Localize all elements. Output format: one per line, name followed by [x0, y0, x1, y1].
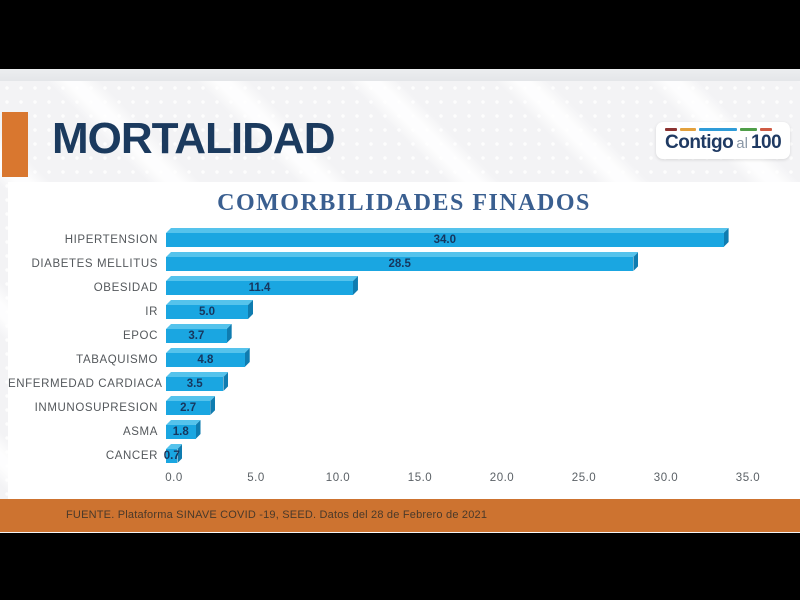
x-tick-label: 25.0 [571, 472, 597, 484]
bar-track: 4.8 [166, 353, 766, 367]
logo-dash-yellow [680, 127, 696, 131]
category-label: DIABETES MELLITUS [31, 258, 158, 270]
bar-value-label: 3.5 [186, 378, 203, 390]
category-label: EPOC [123, 330, 158, 342]
bar-chart: HIPERTENSION 34.0 DIABETES MELLITUS 28.5 OBE… [8, 228, 766, 468]
bar-track: 11.4 [166, 281, 766, 295]
logo-dash-red [760, 127, 772, 131]
source-band: FUENTE. Plataforma SINAVE COVID -19, SEE… [0, 499, 800, 532]
bar [166, 377, 224, 391]
category-label: INMUNOSUPRESION [34, 402, 158, 414]
x-tick-label: 5.0 [247, 472, 265, 484]
logo-text: Contigo al 100 [665, 132, 782, 154]
logo-dash-green [740, 127, 757, 131]
logo-dash-blue [699, 127, 737, 131]
source-text: FUENTE. Plataforma SINAVE COVID -19, SEE… [66, 509, 488, 521]
x-tick-label: 15.0 [407, 472, 433, 484]
x-tick-label: 30.0 [653, 472, 679, 484]
bar-row: CANCER 0.7 [8, 444, 766, 468]
bar-value-label: 0.7 [163, 450, 180, 462]
bar-row: ENFERMEDAD CARDIACA 3.5 [8, 372, 766, 396]
logo-word-100: 100 [750, 132, 782, 153]
orange-accent-block [2, 112, 28, 177]
bar-track: 2.7 [166, 401, 766, 415]
logo-color-dashes [665, 127, 781, 131]
bar-row: TABAQUISMO 4.8 [8, 348, 766, 372]
bar-row: OBESIDAD 11.4 [8, 276, 766, 300]
category-label: OBESIDAD [93, 282, 158, 294]
page-title: MORTALIDAD [52, 114, 335, 163]
bar [166, 449, 178, 463]
x-axis: 0.0 5.0 10.0 15.0 20.0 25.0 30.0 35.0 [165, 472, 766, 488]
bar-row: IR 5.0 [8, 300, 766, 324]
x-tick-label: 10.0 [325, 472, 351, 484]
category-label: HIPERTENSION [64, 234, 158, 246]
bar-value-label: 3.7 [188, 330, 205, 342]
bar-row: INMUNOSUPRESION 2.7 [8, 396, 766, 420]
bar-track: 3.5 [166, 377, 766, 391]
chart-panel: COMORBILIDADES FINADOS HIPERTENSION 34.0 D… [8, 182, 800, 499]
bar [166, 425, 196, 439]
bar-value-label: 34.0 [433, 234, 456, 246]
bar-track: 28.5 [166, 257, 766, 271]
category-label: IR [145, 306, 158, 318]
bar-track: 3.7 [166, 329, 766, 343]
bar-row: DIABETES MELLITUS 28.5 [8, 252, 766, 276]
bar-track: 5.0 [166, 305, 766, 319]
bar-value-label: 5.0 [199, 306, 215, 318]
category-label: CANCER [105, 450, 158, 462]
logo-word-contigo: Contigo [665, 132, 734, 153]
bar-track: 34.0 [166, 233, 766, 247]
bar-value-label: 11.4 [248, 282, 271, 294]
bar [166, 353, 245, 367]
bar-track: 0.7 [163, 449, 766, 463]
bar-value-label: 4.8 [197, 354, 214, 366]
x-tick-label: 20.0 [489, 472, 515, 484]
bar-value-label: 1.8 [172, 426, 189, 438]
bar [166, 305, 248, 319]
category-label: TABAQUISMO [76, 354, 158, 366]
category-label: ASMA [123, 426, 158, 438]
bar-row: ASMA 1.8 [8, 420, 766, 444]
chart-title: COMORBILIDADES FINADOS [217, 190, 591, 216]
bar [166, 401, 211, 415]
contigo-al-100-logo: Contigo al 100 [656, 122, 790, 159]
logo-dash-maroon [665, 127, 677, 131]
bar [166, 329, 227, 343]
bar-row: HIPERTENSION 34.0 [8, 228, 766, 252]
x-tick-label: 35.0 [735, 472, 761, 484]
bar-value-label: 2.7 [180, 402, 197, 414]
player-top-strip [0, 69, 800, 81]
logo-word-al: al [736, 135, 748, 152]
bar [166, 233, 724, 247]
bar [166, 257, 634, 271]
x-tick-label: 0.0 [165, 472, 183, 484]
slide: MORTALIDAD Contigo al 100 COMORBILIDADES… [0, 81, 800, 533]
bar [166, 281, 353, 295]
bar-value-label: 28.5 [388, 258, 411, 270]
bar-track: 1.8 [166, 425, 766, 439]
category-label: ENFERMEDAD CARDIACA [8, 378, 163, 390]
bar-row: EPOC 3.7 [8, 324, 766, 348]
